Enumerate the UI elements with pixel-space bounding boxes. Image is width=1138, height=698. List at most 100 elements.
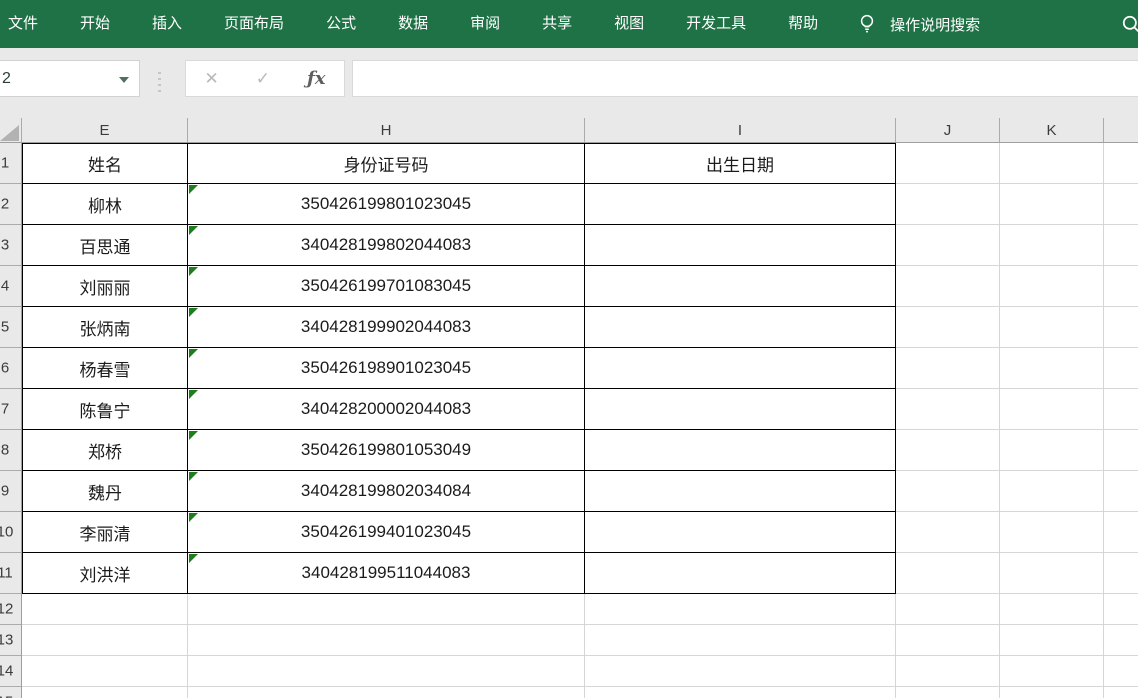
ribbon-tab-2[interactable]: 开始 xyxy=(80,15,111,32)
column-header-H[interactable]: H xyxy=(188,118,585,142)
cell-I1[interactable]: 出生日期 xyxy=(585,143,896,184)
insert-function-icon[interactable]: ƒx xyxy=(307,68,326,89)
cell-H11[interactable]: 340428199511044083 xyxy=(188,553,585,594)
cell-K6[interactable] xyxy=(1000,348,1104,389)
cell-H12[interactable] xyxy=(188,594,585,625)
row-header-10[interactable]: 10 xyxy=(0,512,21,553)
row-header-2[interactable]: 2 xyxy=(0,184,21,225)
cell-X14[interactable] xyxy=(1104,656,1138,687)
ribbon-tab-8[interactable]: 共享 xyxy=(542,15,573,32)
cell-I7[interactable] xyxy=(585,389,896,430)
cell-J1[interactable] xyxy=(896,143,1000,184)
column-header-I[interactable]: I xyxy=(585,118,896,142)
cell-I10[interactable] xyxy=(585,512,896,553)
cell-K5[interactable] xyxy=(1000,307,1104,348)
cell-X10[interactable] xyxy=(1104,512,1138,553)
cell-J9[interactable] xyxy=(896,471,1000,512)
cell-E9[interactable]: 魏丹 xyxy=(22,471,188,512)
cell-X12[interactable] xyxy=(1104,594,1138,625)
cell-I11[interactable] xyxy=(585,553,896,594)
cell-J13[interactable] xyxy=(896,625,1000,656)
column-header-E[interactable]: E xyxy=(22,118,188,142)
cell-X11[interactable] xyxy=(1104,553,1138,594)
cell-H3[interactable]: 340428199802044083 xyxy=(188,225,585,266)
cell-H7[interactable]: 340428200002044083 xyxy=(188,389,585,430)
cell-X4[interactable] xyxy=(1104,266,1138,307)
cell-I8[interactable] xyxy=(585,430,896,471)
cell-H2[interactable]: 350426199801023045 xyxy=(188,184,585,225)
cell-E10[interactable]: 李丽清 xyxy=(22,512,188,553)
column-header-K[interactable]: K xyxy=(1000,118,1104,142)
cell-I9[interactable] xyxy=(585,471,896,512)
cell-X7[interactable] xyxy=(1104,389,1138,430)
cell-K2[interactable] xyxy=(1000,184,1104,225)
cell-J2[interactable] xyxy=(896,184,1000,225)
cell-K15[interactable] xyxy=(1000,687,1104,698)
cell-E14[interactable] xyxy=(22,656,188,687)
cell-I13[interactable] xyxy=(585,625,896,656)
cell-H8[interactable]: 350426199801053049 xyxy=(188,430,585,471)
row-header-5[interactable]: 5 xyxy=(0,307,21,348)
cell-K11[interactable] xyxy=(1000,553,1104,594)
cell-K12[interactable] xyxy=(1000,594,1104,625)
cell-E15[interactable] xyxy=(22,687,188,698)
cell-J4[interactable] xyxy=(896,266,1000,307)
row-header-6[interactable]: 6 xyxy=(0,348,21,389)
cell-K13[interactable] xyxy=(1000,625,1104,656)
row-header-15[interactable]: 15 xyxy=(0,687,21,698)
cell-X2[interactable] xyxy=(1104,184,1138,225)
cell-J14[interactable] xyxy=(896,656,1000,687)
cell-E1[interactable]: 姓名 xyxy=(22,143,188,184)
cell-E5[interactable]: 张炳南 xyxy=(22,307,188,348)
cell-J7[interactable] xyxy=(896,389,1000,430)
cell-H6[interactable]: 350426198901023045 xyxy=(188,348,585,389)
cell-K9[interactable] xyxy=(1000,471,1104,512)
row-header-8[interactable]: 8 xyxy=(0,430,21,471)
ribbon-tab-6[interactable]: 数据 xyxy=(398,15,429,32)
name-box[interactable]: 2 xyxy=(0,60,140,97)
cell-K3[interactable] xyxy=(1000,225,1104,266)
cell-I2[interactable] xyxy=(585,184,896,225)
cell-H9[interactable]: 340428199802034084 xyxy=(188,471,585,512)
cell-X1[interactable] xyxy=(1104,143,1138,184)
cell-J8[interactable] xyxy=(896,430,1000,471)
cell-E8[interactable]: 郑桥 xyxy=(22,430,188,471)
cell-H10[interactable]: 350426199401023045 xyxy=(188,512,585,553)
cell-X8[interactable] xyxy=(1104,430,1138,471)
cell-I6[interactable] xyxy=(585,348,896,389)
cell-K7[interactable] xyxy=(1000,389,1104,430)
column-header-partial-6[interactable] xyxy=(1104,118,1138,142)
cell-J3[interactable] xyxy=(896,225,1000,266)
enter-icon[interactable]: ✓ xyxy=(255,68,270,88)
cell-X5[interactable] xyxy=(1104,307,1138,348)
cell-H13[interactable] xyxy=(188,625,585,656)
row-header-7[interactable]: 7 xyxy=(0,389,21,430)
ribbon-tab-7[interactable]: 审阅 xyxy=(470,15,501,32)
cell-J11[interactable] xyxy=(896,553,1000,594)
cell-K14[interactable] xyxy=(1000,656,1104,687)
cell-K8[interactable] xyxy=(1000,430,1104,471)
cell-I12[interactable] xyxy=(585,594,896,625)
column-header-J[interactable]: J xyxy=(896,118,1000,142)
row-header-9[interactable]: 9 xyxy=(0,471,21,512)
row-header-4[interactable]: 4 xyxy=(0,266,21,307)
cell-X15[interactable] xyxy=(1104,687,1138,698)
cell-I3[interactable] xyxy=(585,225,896,266)
tell-me-search[interactable]: 操作说明搜索 xyxy=(856,12,980,36)
cell-K1[interactable] xyxy=(1000,143,1104,184)
cell-E6[interactable]: 杨春雪 xyxy=(22,348,188,389)
ribbon-tab-3[interactable]: 插入 xyxy=(152,15,183,32)
cell-X13[interactable] xyxy=(1104,625,1138,656)
cell-E13[interactable] xyxy=(22,625,188,656)
ribbon-tab-4[interactable]: 页面布局 xyxy=(224,15,285,32)
cell-E3[interactable]: 百思通 xyxy=(22,225,188,266)
cell-K10[interactable] xyxy=(1000,512,1104,553)
cell-J5[interactable] xyxy=(896,307,1000,348)
name-box-dropdown-icon[interactable] xyxy=(119,77,129,83)
ribbon-tab-11[interactable]: 帮助 xyxy=(788,15,819,32)
cell-I15[interactable] xyxy=(585,687,896,698)
select-all-button[interactable] xyxy=(0,118,22,143)
cell-J10[interactable] xyxy=(896,512,1000,553)
cell-J6[interactable] xyxy=(896,348,1000,389)
cell-I5[interactable] xyxy=(585,307,896,348)
